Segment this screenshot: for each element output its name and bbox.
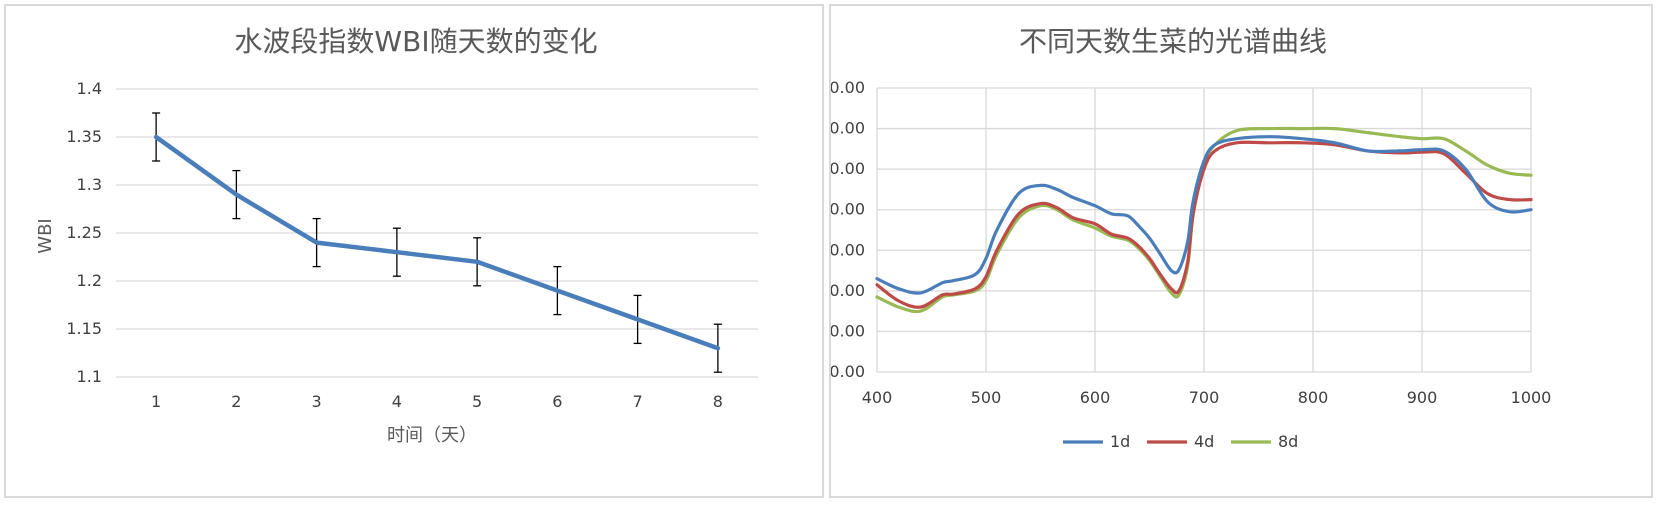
legend-item-4d: 4d [1147, 432, 1214, 451]
y-axis-title: WBI [35, 218, 56, 253]
y-tick-label: 3000.00 [831, 240, 865, 259]
y-tick-label: 1.15 [66, 319, 102, 338]
x-tick-label: 4 [392, 392, 402, 411]
legend-item-8d: 8d [1231, 432, 1298, 451]
x-tick-label: 800 [1298, 388, 1329, 407]
spectrum-chart-panel: 不同天数生菜的光谱曲线 0.00 1000.00 2000.00 3000.00 400… [829, 4, 1653, 498]
y-tick-label: 1.1 [77, 367, 102, 386]
x-tick-label: 1 [151, 392, 161, 411]
legend-item-1d: 1d [1063, 432, 1130, 451]
legend-label: 4d [1194, 432, 1214, 451]
y-tick-label: 2000.00 [831, 281, 865, 300]
x-tick-label: 500 [971, 388, 1002, 407]
wbi-series-line [153, 134, 721, 351]
y-tick-label: 1.4 [77, 79, 102, 98]
chart-title: 不同天数生菜的光谱曲线 [1019, 25, 1327, 58]
y-tick-label: 6000.00 [831, 119, 865, 138]
y-tick-label: 1000.00 [831, 321, 865, 340]
x-axis-title: 时间（天） [387, 425, 477, 446]
error-bars [152, 112, 722, 373]
series-lines [875, 126, 1533, 314]
x-tick-label: 1000 [1511, 388, 1552, 407]
grid-lines [876, 87, 1532, 373]
y-tick-label: 5000.00 [831, 159, 865, 178]
series-line-1d [875, 135, 1533, 295]
y-tick-labels: 0.00 1000.00 2000.00 3000.00 4000.00 5000.00 6… [831, 78, 865, 381]
y-tick-labels: 1.1 1.15 1.2 1.25 1.3 1.35 1.4 [66, 79, 102, 386]
x-tick-label: 5 [472, 392, 482, 411]
y-tick-label: 7000.00 [831, 78, 865, 97]
y-tick-label: 1.3 [77, 175, 102, 194]
series-line-4d [875, 140, 1533, 309]
grid-lines [116, 88, 758, 378]
spectrum-chart: 不同天数生菜的光谱曲线 0.00 1000.00 2000.00 3000.00 400… [831, 25, 1552, 451]
x-tick-label: 900 [1407, 388, 1438, 407]
y-tick-label: 1.25 [66, 223, 102, 242]
x-tick-label: 600 [1080, 388, 1111, 407]
series-line-8d [875, 126, 1533, 314]
y-tick-label: 1.35 [66, 127, 102, 146]
x-tick-label: 8 [713, 392, 723, 411]
wbi-chart: 水波段指数WBI随天数的变化 1.11.151.21.251.31.351.4 … [35, 25, 758, 446]
legend-label: 1d [1110, 432, 1130, 451]
legend: 1d 4d 8d [1063, 432, 1298, 451]
y-tick-label: 0.00 [831, 362, 865, 381]
x-tick-labels: 1 2 3 4 5 6 7 8 [151, 392, 723, 411]
y-tick-label: 4000.00 [831, 200, 865, 219]
x-tick-labels: 400 500 600 700 800 900 1000 [862, 388, 1552, 407]
x-tick-label: 400 [862, 388, 893, 407]
x-tick-label: 7 [633, 392, 643, 411]
legend-label: 8d [1278, 432, 1298, 451]
chart-title: 水波段指数WBI随天数的变化 [234, 25, 597, 58]
x-tick-label: 6 [552, 392, 562, 411]
y-tick-label: 1.2 [77, 271, 102, 290]
x-tick-label: 2 [231, 392, 241, 411]
x-tick-label: 700 [1189, 388, 1220, 407]
series-lines [153, 134, 721, 351]
x-tick-label: 3 [312, 392, 322, 411]
wbi-chart-panel: 水波段指数WBI随天数的变化 1.1 1.15 1.2 1.25 1.3 1.35 1.4 … [4, 4, 824, 498]
